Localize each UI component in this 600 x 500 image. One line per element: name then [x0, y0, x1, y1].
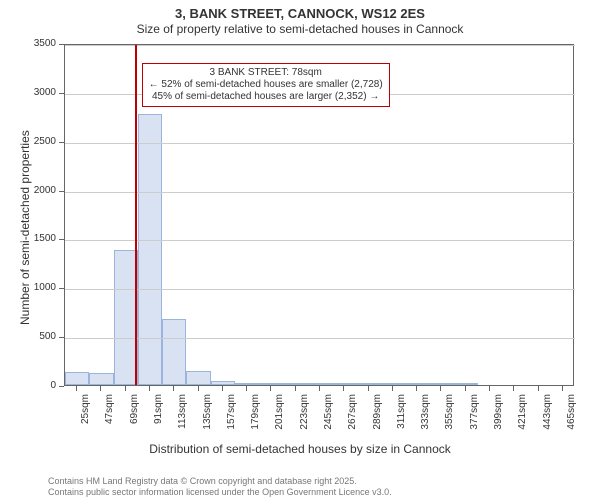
- x-tick-mark: [343, 386, 344, 391]
- x-tick-mark: [173, 386, 174, 391]
- x-tick-mark: [489, 386, 490, 391]
- x-tick-label: 135sqm: [202, 394, 213, 434]
- histogram-bar: [259, 383, 283, 385]
- y-tick-label: 0: [22, 380, 56, 391]
- chart-title-subtitle: Size of property relative to semi-detach…: [0, 22, 600, 36]
- y-tick-mark: [59, 337, 64, 338]
- chart-container: 3, BANK STREET, CANNOCK, WS12 2ES Size o…: [0, 0, 600, 500]
- x-tick-mark: [392, 386, 393, 391]
- gridline: [65, 240, 575, 241]
- y-axis-label: Number of semi-detached properties: [18, 130, 32, 325]
- gridline: [65, 45, 575, 46]
- x-axis-label: Distribution of semi-detached houses by …: [0, 442, 600, 456]
- y-tick-label: 3000: [22, 87, 56, 98]
- x-tick-label: 201sqm: [274, 394, 285, 434]
- gridline: [65, 289, 575, 290]
- histogram-bar: [332, 383, 356, 385]
- x-tick-mark: [198, 386, 199, 391]
- x-tick-label: 47sqm: [104, 394, 115, 434]
- chart-title-address: 3, BANK STREET, CANNOCK, WS12 2ES: [0, 6, 600, 21]
- x-tick-label: 113sqm: [177, 394, 188, 434]
- x-tick-label: 25sqm: [80, 394, 91, 434]
- x-tick-mark: [440, 386, 441, 391]
- x-tick-mark: [513, 386, 514, 391]
- gridline: [65, 338, 575, 339]
- reference-line: [135, 45, 137, 385]
- histogram-bar: [138, 114, 162, 385]
- y-tick-mark: [59, 288, 64, 289]
- x-tick-mark: [416, 386, 417, 391]
- x-tick-label: 289sqm: [372, 394, 383, 434]
- histogram-bar: [356, 383, 380, 385]
- x-tick-mark: [465, 386, 466, 391]
- histogram-bar: [284, 383, 308, 385]
- y-tick-label: 3500: [22, 38, 56, 49]
- y-tick-mark: [59, 386, 64, 387]
- y-tick-mark: [59, 44, 64, 45]
- y-tick-label: 500: [22, 331, 56, 342]
- gridline: [65, 143, 575, 144]
- x-tick-mark: [222, 386, 223, 391]
- x-tick-label: 377sqm: [469, 394, 480, 434]
- footer-line1: Contains HM Land Registry data © Crown c…: [48, 476, 357, 487]
- x-tick-label: 179sqm: [250, 394, 261, 434]
- histogram-bar: [89, 373, 113, 385]
- x-tick-label: 421sqm: [517, 394, 528, 434]
- x-tick-label: 245sqm: [323, 394, 334, 434]
- x-tick-label: 443sqm: [542, 394, 553, 434]
- histogram-bar: [65, 372, 89, 385]
- x-tick-mark: [270, 386, 271, 391]
- gridline: [65, 192, 575, 193]
- annotation-box: 3 BANK STREET: 78sqm ← 52% of semi-detac…: [142, 63, 390, 107]
- histogram-bar: [429, 383, 453, 385]
- x-tick-mark: [562, 386, 563, 391]
- x-tick-label: 69sqm: [129, 394, 140, 434]
- y-tick-mark: [59, 191, 64, 192]
- annotation-line3: 45% of semi-detached houses are larger (…: [149, 91, 383, 103]
- histogram-bar: [235, 383, 259, 385]
- histogram-bar: [454, 383, 478, 385]
- x-tick-mark: [125, 386, 126, 391]
- x-tick-label: 333sqm: [420, 394, 431, 434]
- x-tick-label: 311sqm: [396, 394, 407, 434]
- annotation-line1: 3 BANK STREET: 78sqm: [149, 67, 383, 79]
- x-tick-mark: [368, 386, 369, 391]
- x-tick-label: 399sqm: [493, 394, 504, 434]
- annotation-line2: ← 52% of semi-detached houses are smalle…: [149, 79, 383, 91]
- histogram-bar: [186, 371, 210, 385]
- footer-line2: Contains public sector information licen…: [48, 487, 392, 498]
- x-tick-label: 465sqm: [566, 394, 577, 434]
- x-tick-mark: [538, 386, 539, 391]
- x-tick-mark: [246, 386, 247, 391]
- x-tick-mark: [295, 386, 296, 391]
- histogram-bar: [211, 381, 235, 385]
- histogram-bar: [308, 383, 332, 385]
- x-tick-label: 157sqm: [226, 394, 237, 434]
- histogram-bar: [162, 319, 186, 385]
- histogram-bar: [405, 383, 429, 385]
- x-tick-label: 355sqm: [444, 394, 455, 434]
- y-tick-mark: [59, 142, 64, 143]
- x-tick-label: 267sqm: [347, 394, 358, 434]
- x-tick-mark: [149, 386, 150, 391]
- plot-area: 3 BANK STREET: 78sqm ← 52% of semi-detac…: [64, 44, 574, 386]
- y-tick-mark: [59, 239, 64, 240]
- x-tick-mark: [319, 386, 320, 391]
- x-tick-label: 223sqm: [299, 394, 310, 434]
- y-tick-mark: [59, 93, 64, 94]
- x-tick-mark: [76, 386, 77, 391]
- x-tick-label: 91sqm: [153, 394, 164, 434]
- x-tick-mark: [100, 386, 101, 391]
- histogram-bar: [381, 383, 405, 385]
